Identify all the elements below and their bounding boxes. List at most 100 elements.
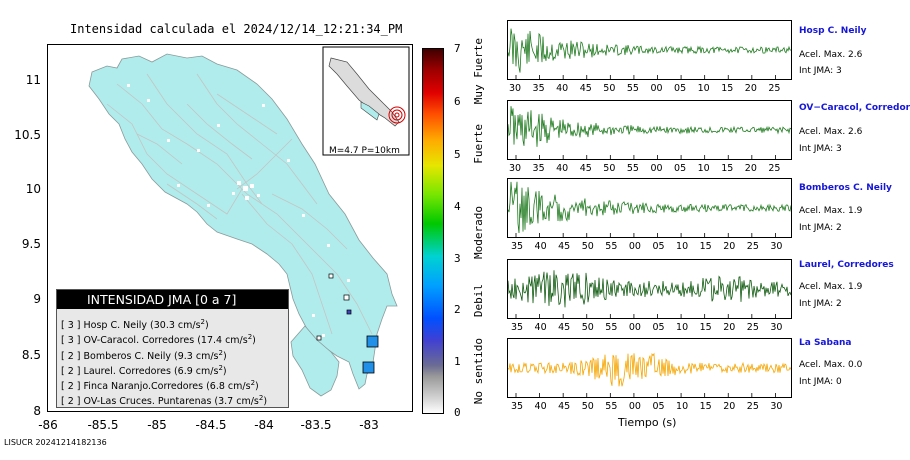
- trace-time-ticks: 30 35 40 45 50 55 00 05 10 15 20 25: [505, 83, 795, 95]
- station-marker: [362, 361, 375, 374]
- time-tick-label: 25: [746, 322, 759, 333]
- waveform-line: [508, 28, 791, 73]
- station-markers: [316, 273, 379, 374]
- trace-time-ticks: 35 40 45 50 55 00 05 10 15 20 25 30: [505, 401, 795, 413]
- map-y-tick: 8: [33, 404, 41, 418]
- time-tick-label: 25: [768, 83, 781, 94]
- time-tick-label: 15: [721, 163, 734, 174]
- station-intensity: Int JMA: 3: [799, 144, 842, 154]
- time-tick-label: 10: [676, 322, 689, 333]
- time-tick-label: 15: [699, 241, 712, 252]
- station-name: Laurel, Corredores: [799, 260, 894, 270]
- colorbar-label-no-sentido: No sentido: [472, 338, 485, 405]
- legend-title: INTENSIDAD JMA [0 a 7]: [57, 290, 288, 309]
- time-tick-label: 35: [510, 322, 524, 333]
- time-tick-label: 10: [697, 83, 710, 94]
- station-marker: [366, 335, 379, 348]
- colorbar-tick: 0: [454, 406, 461, 419]
- time-tick-label: 50: [581, 241, 594, 252]
- time-tick-label: 50: [603, 83, 616, 94]
- waveform-laurel: [508, 270, 791, 318]
- time-tick-label: 30: [508, 163, 522, 174]
- trace-time-ticks: 35 40 45 50 55 00 05 10 15 20 25 30: [505, 241, 795, 253]
- map-y-tick: 11: [25, 73, 41, 87]
- station-accel: Acel. Max. 1.9: [799, 206, 863, 216]
- waveform-bomberos-c-neily: [508, 181, 791, 237]
- station-marker: [328, 273, 334, 279]
- map-x-tick: -83.5: [300, 418, 332, 432]
- road-network: [106, 73, 373, 335]
- map-x-tick: -85: [147, 418, 167, 432]
- time-tick-label: 35: [532, 163, 545, 174]
- time-tick-label: 25: [768, 163, 781, 174]
- time-tick-label: 00: [628, 241, 641, 252]
- time-tick-label: 20: [744, 83, 757, 94]
- colorbar-label-fuerte: Fuerte: [472, 124, 485, 164]
- inset-label: M=4.7 P=10km: [329, 146, 400, 156]
- time-tick-label: 20: [723, 322, 736, 333]
- station-accel: Acel. Max. 1.9: [799, 282, 863, 292]
- time-tick-label: 20: [744, 163, 757, 174]
- time-tick-label: 00: [628, 401, 641, 412]
- time-tick-label: 55: [605, 322, 618, 333]
- station-marker: [346, 309, 352, 315]
- time-tick-label: 40: [534, 241, 547, 252]
- colorbar-tick: 4: [454, 200, 461, 213]
- time-tick-label: 55: [626, 83, 639, 94]
- trace-panel: [507, 20, 792, 80]
- land-polygon: [88, 53, 398, 390]
- waveform-line: [508, 270, 791, 308]
- time-tick-label: 35: [532, 83, 545, 94]
- time-tick-label: 05: [674, 83, 687, 94]
- inset-map: [322, 46, 410, 156]
- time-tick-label: 50: [581, 401, 594, 412]
- map-x-tick: -83: [359, 418, 379, 432]
- colorbar-label-moderado: Moderado: [472, 206, 485, 259]
- map-x-tick: -84: [254, 418, 274, 432]
- trace-panel: [507, 178, 792, 238]
- waveform-line: [508, 181, 791, 234]
- time-tick-label: 15: [699, 322, 712, 333]
- time-tick-label: 35: [510, 401, 524, 412]
- time-tick-label: 30: [770, 401, 783, 412]
- station-intensity: Int JMA: 2: [799, 299, 842, 309]
- footer-id: LISUCR 20241214182136: [4, 438, 107, 447]
- time-tick-label: 45: [579, 163, 592, 174]
- time-tick-label: 25: [746, 401, 759, 412]
- osa-peninsula: [290, 325, 340, 397]
- time-tick-label: 55: [626, 163, 639, 174]
- time-tick-label: 45: [579, 83, 592, 94]
- time-tick-label: 45: [558, 241, 571, 252]
- legend-row: [ 2 ] Bomberos C. Neily (9.3 cm/s2): [61, 348, 227, 362]
- station-name: Hosp C. Neily: [799, 26, 867, 36]
- time-tick-label: 00: [650, 83, 663, 94]
- map-y-tick: 9.5: [21, 237, 41, 251]
- waveform-ov-caracol: [508, 106, 791, 159]
- time-tick-label: 40: [534, 401, 547, 412]
- waveform-hosp-c-neily: [508, 28, 791, 79]
- time-tick-label: 25: [746, 241, 759, 252]
- time-tick-label: 20: [723, 241, 736, 252]
- page-title: Intensidad calculada el 2024/12/14_12:21…: [70, 22, 403, 36]
- town-dots: [127, 84, 350, 337]
- time-tick-label: 05: [652, 322, 665, 333]
- time-tick-label: 00: [628, 322, 641, 333]
- station-accel: Acel. Max. 2.6: [799, 127, 863, 137]
- colorbar-tick: 2: [454, 303, 461, 316]
- time-tick-label: 40: [556, 163, 569, 174]
- time-tick-label: 00: [650, 163, 663, 174]
- time-tick-label: 15: [721, 83, 734, 94]
- time-tick-label: 30: [508, 83, 522, 94]
- time-tick-label: 30: [770, 322, 783, 333]
- map-y-tick: 9: [33, 292, 41, 306]
- time-tick-label: 10: [697, 163, 710, 174]
- map-y-tick: 10: [25, 182, 41, 196]
- time-tick-label: 40: [534, 322, 547, 333]
- legend-row: [ 2 ] OV-Las Cruces. Puntarenas (3.7 cm/…: [61, 394, 268, 408]
- time-tick-label: 55: [605, 401, 618, 412]
- station-name: La Sabana: [799, 338, 852, 348]
- station-marker: [316, 335, 322, 341]
- map-y-tick: 8.5: [21, 348, 41, 362]
- station-accel: Acel. Max. 0.0: [799, 360, 863, 370]
- trace-time-ticks: 35 40 45 50 55 00 05 10 15 20 25 30: [505, 322, 795, 334]
